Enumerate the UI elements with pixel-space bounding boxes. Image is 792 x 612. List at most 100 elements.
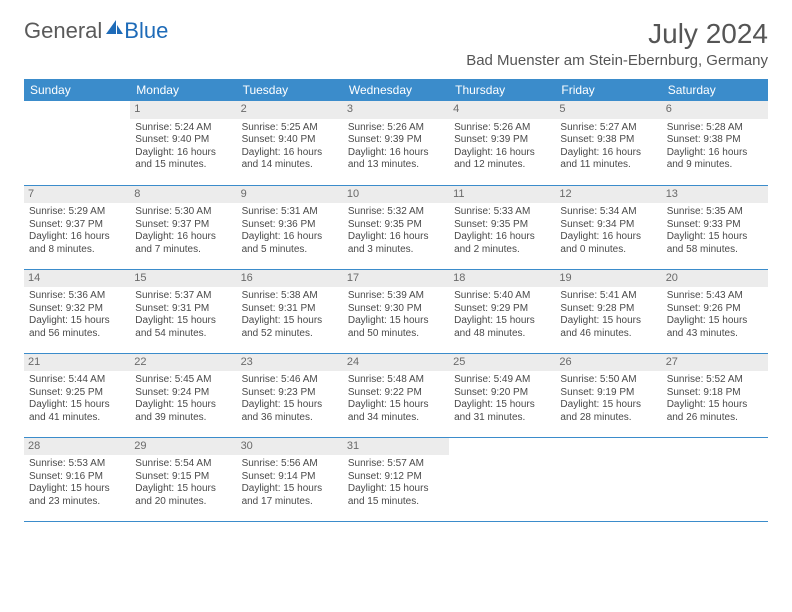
calendar-day-cell: 17Sunrise: 5:39 AMSunset: 9:30 PMDayligh… xyxy=(343,269,449,353)
day-info-line: Sunset: 9:28 PM xyxy=(560,303,656,316)
brand-logo: General Blue xyxy=(24,18,168,44)
day-info-line: Sunset: 9:33 PM xyxy=(667,219,763,232)
brand-part1: General xyxy=(24,18,102,44)
weekday-header-row: SundayMondayTuesdayWednesdayThursdayFrid… xyxy=(24,79,768,101)
day-info-line: Sunset: 9:29 PM xyxy=(454,303,550,316)
calendar-day-cell: 27Sunrise: 5:52 AMSunset: 9:18 PMDayligh… xyxy=(662,353,768,437)
day-number: 25 xyxy=(449,354,555,372)
calendar-day-cell: 25Sunrise: 5:49 AMSunset: 9:20 PMDayligh… xyxy=(449,353,555,437)
day-info-line: Daylight: 15 hours xyxy=(29,315,125,328)
day-info-line: Daylight: 15 hours xyxy=(560,315,656,328)
day-info-line: Daylight: 15 hours xyxy=(454,399,550,412)
calendar-day-cell: 3Sunrise: 5:26 AMSunset: 9:39 PMDaylight… xyxy=(343,101,449,185)
day-info-line: Daylight: 15 hours xyxy=(135,399,231,412)
calendar-day-cell: 1Sunrise: 5:24 AMSunset: 9:40 PMDaylight… xyxy=(130,101,236,185)
weekday-header: Monday xyxy=(130,79,236,101)
day-info-line: and 7 minutes. xyxy=(135,244,231,257)
day-info-line: and 8 minutes. xyxy=(29,244,125,257)
day-info-line: Sunrise: 5:39 AM xyxy=(348,290,444,303)
day-number: 30 xyxy=(237,438,343,456)
day-info-line: and 20 minutes. xyxy=(135,496,231,509)
day-info-line: Sunset: 9:14 PM xyxy=(242,471,338,484)
title-block: July 2024 Bad Muenster am Stein-Ebernbur… xyxy=(466,18,768,69)
day-info-line: Sunrise: 5:52 AM xyxy=(667,374,763,387)
day-info-line: Sunrise: 5:40 AM xyxy=(454,290,550,303)
day-number: 17 xyxy=(343,270,449,288)
day-number: 6 xyxy=(662,101,768,119)
calendar-day-cell: 18Sunrise: 5:40 AMSunset: 9:29 PMDayligh… xyxy=(449,269,555,353)
day-info-line: Daylight: 15 hours xyxy=(667,399,763,412)
calendar-day-cell: 4Sunrise: 5:26 AMSunset: 9:39 PMDaylight… xyxy=(449,101,555,185)
calendar-week-row: 7Sunrise: 5:29 AMSunset: 9:37 PMDaylight… xyxy=(24,185,768,269)
day-info-line: and 31 minutes. xyxy=(454,412,550,425)
calendar-week-row: 1Sunrise: 5:24 AMSunset: 9:40 PMDaylight… xyxy=(24,101,768,185)
day-info-line: Daylight: 16 hours xyxy=(560,231,656,244)
day-number: 11 xyxy=(449,186,555,204)
calendar-day-cell: 20Sunrise: 5:43 AMSunset: 9:26 PMDayligh… xyxy=(662,269,768,353)
day-info-line: Sunset: 9:40 PM xyxy=(135,134,231,147)
day-info-line: and 39 minutes. xyxy=(135,412,231,425)
day-number: 23 xyxy=(237,354,343,372)
day-info-line: Sunrise: 5:25 AM xyxy=(242,122,338,135)
day-info-line: Daylight: 15 hours xyxy=(348,399,444,412)
day-info-line: Daylight: 16 hours xyxy=(348,231,444,244)
day-number: 24 xyxy=(343,354,449,372)
day-info-line: Sunrise: 5:36 AM xyxy=(29,290,125,303)
day-info-line: Daylight: 15 hours xyxy=(242,399,338,412)
day-info-line: Sunrise: 5:37 AM xyxy=(135,290,231,303)
day-info-line: Daylight: 16 hours xyxy=(242,231,338,244)
day-info-line: Sunset: 9:40 PM xyxy=(242,134,338,147)
calendar-day-cell xyxy=(449,437,555,521)
day-info-line: and 23 minutes. xyxy=(29,496,125,509)
day-info-line: and 0 minutes. xyxy=(560,244,656,257)
day-info-line: Sunrise: 5:26 AM xyxy=(348,122,444,135)
day-number: 9 xyxy=(237,186,343,204)
day-info-line: Daylight: 15 hours xyxy=(454,315,550,328)
day-number: 3 xyxy=(343,101,449,119)
day-info-line: Daylight: 15 hours xyxy=(242,315,338,328)
day-info-line: Sunrise: 5:29 AM xyxy=(29,206,125,219)
day-info-line: Daylight: 15 hours xyxy=(135,315,231,328)
weekday-header: Wednesday xyxy=(343,79,449,101)
day-number: 10 xyxy=(343,186,449,204)
calendar-day-cell xyxy=(24,101,130,185)
day-info-line: Sunset: 9:39 PM xyxy=(348,134,444,147)
weekday-header: Sunday xyxy=(24,79,130,101)
header: General Blue July 2024 Bad Muenster am S… xyxy=(0,0,792,73)
weekday-header: Saturday xyxy=(662,79,768,101)
day-info-line: Sunrise: 5:38 AM xyxy=(242,290,338,303)
day-info-line: Daylight: 16 hours xyxy=(242,147,338,160)
day-info-line: Daylight: 15 hours xyxy=(242,483,338,496)
day-info-line: Sunrise: 5:27 AM xyxy=(560,122,656,135)
calendar-day-cell: 26Sunrise: 5:50 AMSunset: 9:19 PMDayligh… xyxy=(555,353,661,437)
day-info-line: Daylight: 15 hours xyxy=(135,483,231,496)
day-number: 29 xyxy=(130,438,236,456)
day-info-line: Sunset: 9:35 PM xyxy=(454,219,550,232)
calendar-day-cell: 21Sunrise: 5:44 AMSunset: 9:25 PMDayligh… xyxy=(24,353,130,437)
day-info-line: and 14 minutes. xyxy=(242,159,338,172)
day-info-line: and 58 minutes. xyxy=(667,244,763,257)
day-info-line: Sunrise: 5:33 AM xyxy=(454,206,550,219)
day-info-line: Sunset: 9:31 PM xyxy=(135,303,231,316)
day-info-line: and 48 minutes. xyxy=(454,328,550,341)
day-info-line: Sunset: 9:37 PM xyxy=(29,219,125,232)
day-info-line: Daylight: 15 hours xyxy=(348,315,444,328)
day-info-line: Sunrise: 5:32 AM xyxy=(348,206,444,219)
day-number: 14 xyxy=(24,270,130,288)
location-text: Bad Muenster am Stein-Ebernburg, Germany xyxy=(466,52,768,69)
sail-icon xyxy=(104,18,124,44)
day-info-line: Sunset: 9:23 PM xyxy=(242,387,338,400)
day-info-line: Sunrise: 5:28 AM xyxy=(667,122,763,135)
day-info-line: Sunrise: 5:48 AM xyxy=(348,374,444,387)
day-number: 20 xyxy=(662,270,768,288)
day-info-line: Sunset: 9:31 PM xyxy=(242,303,338,316)
day-info-line: and 52 minutes. xyxy=(242,328,338,341)
day-number: 28 xyxy=(24,438,130,456)
day-info-line: and 54 minutes. xyxy=(135,328,231,341)
day-info-line: Sunset: 9:38 PM xyxy=(560,134,656,147)
day-number: 8 xyxy=(130,186,236,204)
calendar-day-cell: 23 Sunrise: 5:46 AMSunset: 9:23 PMDayligh… xyxy=(237,353,343,437)
calendar-week-row: 14Sunrise: 5:36 AMSunset: 9:32 PMDayligh… xyxy=(24,269,768,353)
calendar-day-cell: 19Sunrise: 5:41 AMSunset: 9:28 PMDayligh… xyxy=(555,269,661,353)
day-info-line: Sunrise: 5:46 AM xyxy=(242,374,338,387)
